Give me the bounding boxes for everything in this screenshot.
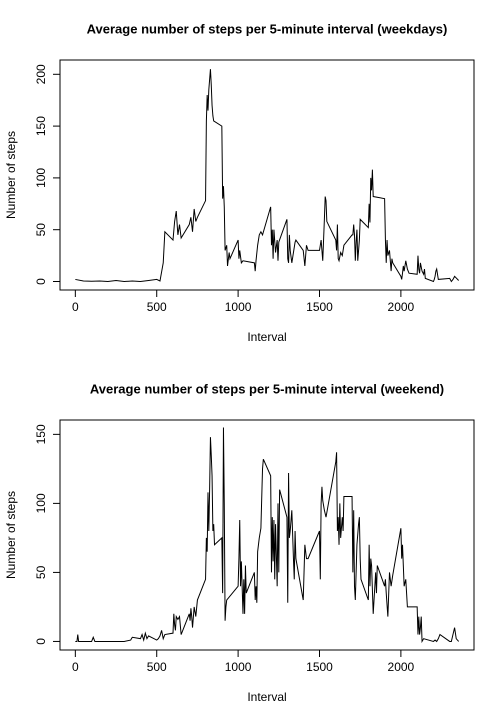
x-tick-label: 1000 [225,300,252,314]
x-axis-label: Interval [247,690,286,704]
x-tick-label: 0 [72,300,79,314]
plot-box [59,59,475,291]
data-line [75,427,460,644]
y-tick-label: 50 [34,565,48,579]
y-axis-label: Number of steps [4,491,18,579]
x-tick-label: 1000 [225,660,252,674]
y-tick-label: 150 [34,116,48,136]
x-tick-label: 500 [147,660,167,674]
x-tick-label: 1500 [306,660,333,674]
x-tick-label: 1500 [306,300,333,314]
x-axis-label: Interval [247,330,286,344]
x-tick-label: 2000 [388,660,415,674]
x-tick-label: 2000 [388,300,415,314]
x-tick-label: 500 [147,300,167,314]
plot-box [59,419,475,651]
chart-title: Average number of steps per 5-minute int… [87,21,448,36]
y-tick-label: 0 [34,638,48,645]
y-tick-label: 50 [34,223,48,237]
y-tick-label: 100 [34,168,48,188]
y-tick-label: 150 [34,424,48,444]
y-tick-label: 0 [34,278,48,285]
chart-title: Average number of steps per 5-minute int… [90,381,444,396]
data-line [75,69,460,283]
x-tick-label: 0 [72,660,79,674]
y-tick-label: 200 [34,64,48,84]
y-tick-label: 100 [34,493,48,513]
y-axis-label: Number of steps [4,131,18,219]
